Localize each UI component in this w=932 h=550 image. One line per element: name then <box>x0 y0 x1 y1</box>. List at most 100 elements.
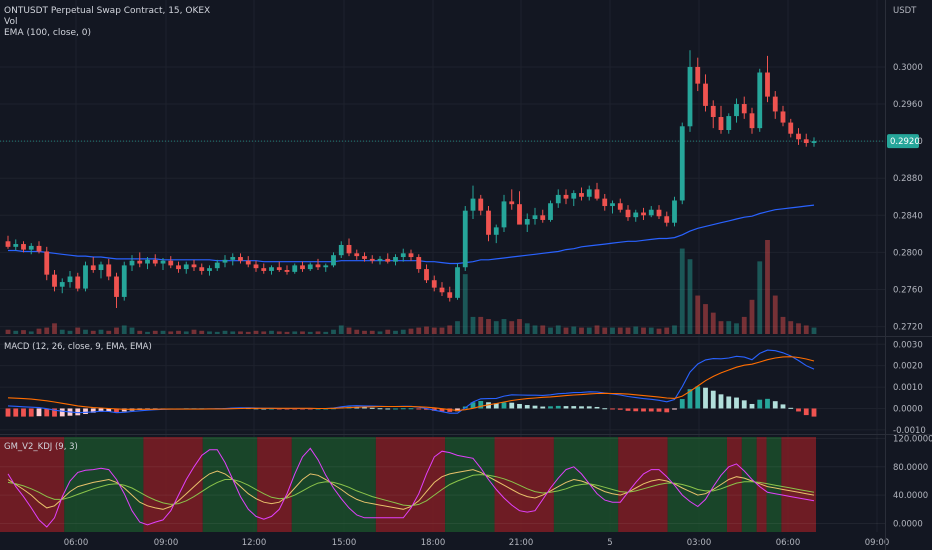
candle[interactable] <box>734 98 739 123</box>
candle[interactable] <box>323 263 329 272</box>
candle[interactable] <box>772 91 778 119</box>
candle[interactable] <box>741 96 747 119</box>
candle[interactable] <box>168 256 174 269</box>
candle[interactable] <box>532 207 538 225</box>
ema-legend[interactable]: EMA (100, close, 0) <box>4 28 91 38</box>
candle[interactable] <box>292 263 298 274</box>
candle[interactable] <box>400 248 406 262</box>
macd-pane[interactable] <box>5 349 817 417</box>
candle[interactable] <box>269 265 274 275</box>
candle[interactable] <box>199 263 205 275</box>
candle[interactable] <box>641 207 646 220</box>
candle[interactable] <box>672 196 677 227</box>
candle[interactable] <box>424 264 429 283</box>
volume-legend[interactable]: Vol <box>4 17 17 27</box>
candle[interactable] <box>75 272 81 292</box>
candle[interactable] <box>470 185 476 220</box>
candle[interactable] <box>462 206 468 271</box>
candle[interactable] <box>261 263 267 274</box>
candle[interactable] <box>393 254 398 266</box>
candle[interactable] <box>129 255 135 271</box>
candle[interactable] <box>765 55 770 103</box>
candle[interactable] <box>121 261 127 301</box>
candle[interactable] <box>106 258 112 281</box>
candle[interactable] <box>555 189 561 208</box>
candle[interactable] <box>176 261 181 273</box>
candle[interactable] <box>238 253 243 264</box>
candle[interactable] <box>59 278 65 294</box>
candle[interactable] <box>718 105 724 134</box>
candle[interactable] <box>354 249 360 260</box>
candle[interactable] <box>579 187 584 201</box>
candle[interactable] <box>664 211 670 227</box>
kdj-legend[interactable]: GM_V2_KDJ (9, 3) <box>4 442 78 452</box>
candle[interactable] <box>362 252 367 262</box>
candle[interactable] <box>408 249 414 261</box>
candle[interactable] <box>540 209 546 223</box>
candle[interactable] <box>36 241 42 254</box>
candle[interactable] <box>83 261 88 292</box>
candle[interactable] <box>137 252 143 268</box>
candle[interactable] <box>796 128 801 145</box>
candle[interactable] <box>602 193 608 211</box>
macd-legend[interactable]: MACD (12, 26, close, 9, EMA, EMA) <box>4 342 152 352</box>
candle[interactable] <box>695 57 701 92</box>
candle[interactable] <box>145 257 150 270</box>
candle[interactable] <box>648 206 654 218</box>
candle[interactable] <box>517 191 522 225</box>
candle[interactable] <box>315 258 321 271</box>
candle[interactable] <box>253 260 259 272</box>
candle[interactable] <box>687 50 693 132</box>
candle[interactable] <box>183 261 189 274</box>
candle[interactable] <box>5 235 11 249</box>
candle[interactable] <box>114 272 119 309</box>
candle[interactable] <box>586 185 592 201</box>
candle[interactable] <box>571 190 577 207</box>
candle[interactable] <box>385 253 391 264</box>
candle[interactable] <box>276 261 282 272</box>
candle[interactable] <box>703 74 708 112</box>
candle[interactable] <box>811 137 817 147</box>
candle[interactable] <box>416 254 422 273</box>
candle[interactable] <box>245 256 251 268</box>
candle[interactable] <box>447 286 453 302</box>
candle[interactable] <box>679 122 685 205</box>
candle[interactable] <box>548 200 553 222</box>
candle[interactable] <box>207 265 212 276</box>
candle[interactable] <box>788 118 794 138</box>
candle[interactable] <box>90 257 96 273</box>
candle[interactable] <box>307 262 313 271</box>
candle[interactable] <box>501 194 507 232</box>
candle[interactable] <box>152 254 158 267</box>
candle[interactable] <box>52 270 57 292</box>
candle[interactable] <box>455 263 460 300</box>
candle[interactable] <box>13 239 19 251</box>
candle[interactable] <box>377 256 383 265</box>
candle[interactable] <box>369 255 375 264</box>
candle[interactable] <box>214 259 220 271</box>
candle[interactable] <box>284 265 290 275</box>
candle[interactable] <box>509 189 515 210</box>
candle[interactable] <box>478 194 484 216</box>
candle[interactable] <box>346 238 352 257</box>
candle[interactable] <box>338 241 344 258</box>
candle[interactable] <box>757 68 763 132</box>
candle[interactable] <box>44 246 50 281</box>
candle[interactable] <box>21 241 26 253</box>
candle[interactable] <box>749 107 755 134</box>
candle[interactable] <box>563 189 569 205</box>
candle[interactable] <box>633 209 639 222</box>
candle[interactable] <box>710 100 716 129</box>
candle[interactable] <box>230 253 236 266</box>
candle[interactable] <box>610 200 615 214</box>
candle[interactable] <box>493 224 499 244</box>
candle[interactable] <box>98 261 104 279</box>
candle[interactable] <box>160 257 166 271</box>
time-axis[interactable]: 06:00 09:00 12:00 15:00 18:00 21:00 5 03:00 06:0… <box>64 538 890 548</box>
candle[interactable] <box>780 105 786 127</box>
price-axis[interactable]: 0.3000 0.2960 0.2920 0.2880 0.2840 0.2800 0.27… <box>887 63 932 530</box>
candle[interactable] <box>594 182 600 201</box>
kdj-pane[interactable] <box>0 437 885 532</box>
candle[interactable] <box>656 205 662 220</box>
candle[interactable] <box>625 205 631 221</box>
